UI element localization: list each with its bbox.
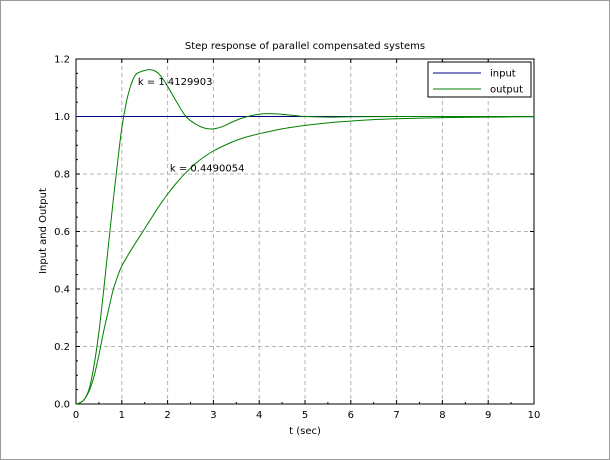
y-tick-label: 0.2 (54, 342, 70, 353)
y-tick-label: 0.8 (54, 170, 70, 181)
y-axis-label: Input and Output (38, 188, 49, 274)
series-line-output-1 (75, 69, 534, 405)
x-tick-label: 8 (439, 410, 445, 421)
legend-label-input: input (490, 69, 516, 80)
annotations: k = 1.4129903 k = 0.4490054 (138, 77, 245, 174)
y-tick-label: 1.2 (54, 55, 70, 66)
legend-box (427, 61, 532, 98)
x-tick-label: 7 (393, 410, 399, 421)
y-tick-label: 0.0 (54, 400, 70, 411)
y-tick-label: 0.4 (54, 285, 70, 296)
x-tick-label: 1 (119, 410, 125, 421)
x-tick-label: 5 (302, 410, 308, 421)
legend: input output (427, 61, 532, 98)
y-tick-label: 0.6 (54, 227, 70, 238)
ticks: 0 1 2 3 4 5 6 7 8 9 10 0.0 0.2 0.4 0.6 0.8 1.0 1.2 (54, 55, 540, 422)
legend-label-output: output (490, 85, 523, 96)
y-tick-label: 1.0 (54, 112, 70, 123)
grid (76, 59, 534, 404)
x-tick-label: 3 (210, 410, 216, 421)
x-tick-label: 9 (485, 410, 491, 421)
series-layer (75, 69, 535, 405)
x-tick-label: 6 (348, 410, 354, 421)
x-tick-label: 2 (164, 410, 170, 421)
chart-title: Step response of parallel compensated sy… (185, 41, 425, 52)
x-tick-label: 4 (256, 410, 262, 421)
series-line-output-2 (75, 116, 535, 405)
x-axis-label: t (sec) (289, 426, 321, 437)
x-tick-label: 10 (528, 410, 541, 421)
x-tick-label: 0 (73, 410, 79, 421)
curve-annotation: k = 1.4129903 (138, 77, 213, 88)
curve-annotation: k = 0.4490054 (170, 163, 245, 174)
